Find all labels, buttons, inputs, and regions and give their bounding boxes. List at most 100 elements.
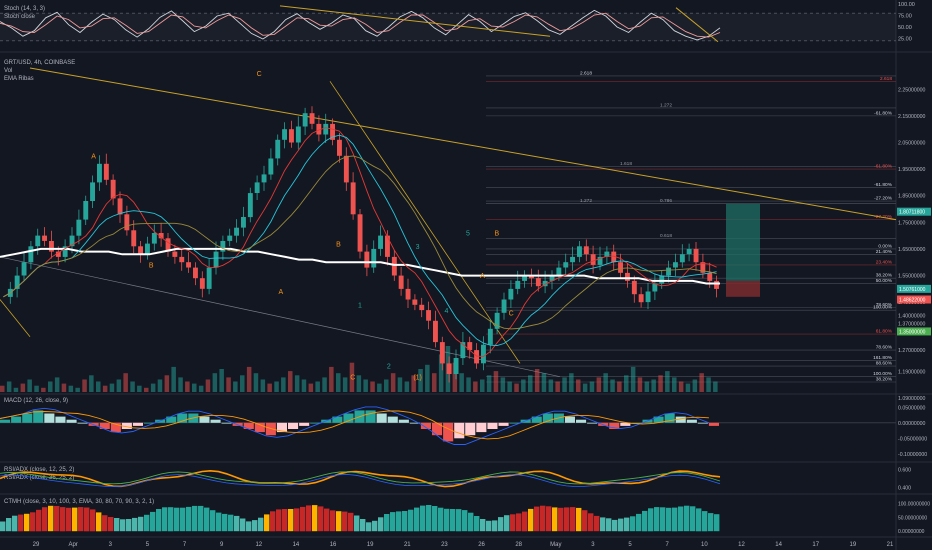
- candle-body: [515, 280, 521, 289]
- macd-bar: [376, 413, 387, 423]
- bottom-pane: 100.00000000 50.00000000 0.00000000: [0, 502, 930, 535]
- bottom-hist-bar: [636, 513, 642, 532]
- macd-line: [0, 406, 710, 445]
- volume-bar: [267, 383, 272, 392]
- main-y-tick-7: 1.55000000: [898, 274, 926, 280]
- candle-body: [638, 294, 644, 303]
- volume-bar: [0, 385, 5, 392]
- candle-body: [700, 262, 706, 273]
- macd-bar: [498, 422, 509, 426]
- target-zone-box: [726, 203, 760, 281]
- volume-bar: [466, 377, 471, 392]
- bottom-hist-bar: [522, 511, 528, 532]
- candle-body: [138, 246, 143, 255]
- bottom-hist-bar: [384, 514, 390, 532]
- volume-bar: [370, 381, 375, 392]
- wave-label-7: 3: [416, 244, 420, 251]
- bottom-hist-bar: [324, 508, 330, 532]
- volume-bar: [301, 379, 307, 392]
- stoch-y-tick-0: 100.00: [898, 2, 915, 8]
- bottom-hist-bar: [276, 509, 282, 532]
- candle-body: [213, 251, 219, 268]
- candle-body: [481, 344, 486, 364]
- ribbon-label: RSI/ADX (close, 12, 25, 2): [4, 467, 74, 473]
- macd-bar: [288, 422, 299, 429]
- bottom-hist-bar: [216, 512, 222, 532]
- macd-bar: [210, 419, 221, 423]
- bottom-hist-bar: [90, 509, 96, 532]
- main-y-tick-2: 2.05000000: [898, 140, 926, 146]
- bottom-hist-bar: [414, 507, 420, 532]
- candle-body: [350, 182, 356, 215]
- volume-bar: [164, 375, 170, 392]
- ribbon-label-2: RSI/ADX (close, 36, 25, 2): [4, 475, 74, 481]
- volume-bar: [41, 387, 46, 392]
- volume-bar: [562, 377, 567, 392]
- candle-body: [426, 310, 431, 321]
- bottom-hist-bar: [690, 506, 696, 532]
- fib-level-label-2: 1.272: [660, 102, 672, 108]
- candle-body: [83, 201, 89, 220]
- pane-labels: Stoch (14, 3, 3) Stoch close GRT/USD, 4h…: [4, 6, 154, 505]
- wave-label-12: C: [509, 310, 514, 317]
- macd-bar: [365, 410, 376, 423]
- macd-bar: [487, 422, 498, 429]
- macd-bar: [299, 422, 310, 426]
- x-tick-label-8: 16: [330, 542, 337, 548]
- bottom-hist-bar: [240, 518, 246, 532]
- bottom-hist-bar: [570, 507, 576, 532]
- volume-bar: [27, 379, 32, 392]
- macd-bar: [409, 422, 420, 424]
- bottom-hist-bar: [642, 510, 648, 532]
- candle-body: [419, 304, 425, 311]
- bottom-hist-bar: [102, 515, 108, 532]
- bottom-hist-bar: [366, 522, 372, 532]
- fib-level-label-20: 78.60%: [876, 345, 893, 351]
- bottom-hist-bar: [318, 506, 324, 532]
- fib-level-label-14: 23.40%: [876, 259, 893, 265]
- macd-bar: [653, 416, 664, 423]
- candle-body: [302, 113, 308, 127]
- wave-label-9: 5: [466, 231, 470, 238]
- stoch-trendline-2: [675, 7, 719, 43]
- macd-bar: [199, 416, 210, 423]
- macd-bar: [476, 422, 487, 433]
- candle-body: [330, 123, 335, 140]
- x-tick-label-9: 19: [367, 542, 374, 548]
- fib-level-label-7: -27.20%: [874, 196, 893, 202]
- x-tick-label-19: 12: [738, 542, 745, 548]
- macd-bar: [631, 422, 642, 424]
- bottom-hist-bar: [360, 519, 366, 532]
- bottom-hist-bar: [684, 505, 690, 532]
- bottom-hist-bar: [660, 507, 666, 532]
- candle-body: [611, 251, 617, 263]
- volume-bar: [116, 379, 122, 392]
- macd-y-tick-1: 0.00000000: [898, 421, 926, 427]
- volume-bar: [363, 379, 368, 392]
- macd-bar: [675, 416, 686, 423]
- bottom-hist-bar: [588, 513, 594, 532]
- bottom-hist-bar: [204, 507, 210, 532]
- candle-body: [35, 235, 41, 247]
- bottom-hist-bar: [6, 518, 12, 532]
- volume-bar: [651, 379, 656, 392]
- macd-bar: [576, 419, 587, 423]
- bottom-hist-bar: [114, 518, 120, 532]
- bottom-hist-bar: [396, 511, 402, 532]
- bottom-hist-bar: [546, 506, 552, 532]
- candle-body: [652, 283, 658, 292]
- candle-body: [542, 280, 548, 287]
- macd-bar: [620, 422, 631, 426]
- macd-bar: [387, 416, 398, 423]
- volume-bar: [315, 381, 320, 392]
- bottom-hist-bar: [258, 517, 264, 532]
- bottom-hist-bar: [528, 508, 534, 532]
- bottom-hist-bar: [60, 507, 66, 532]
- candle-body: [494, 312, 500, 329]
- fib-level-label-5: -61.80%: [874, 164, 893, 170]
- candle-body: [679, 254, 685, 263]
- main-y-tick-10: 1.37000000: [898, 321, 926, 327]
- x-tick-label-22: 19: [850, 542, 857, 548]
- volume-bar: [308, 383, 314, 392]
